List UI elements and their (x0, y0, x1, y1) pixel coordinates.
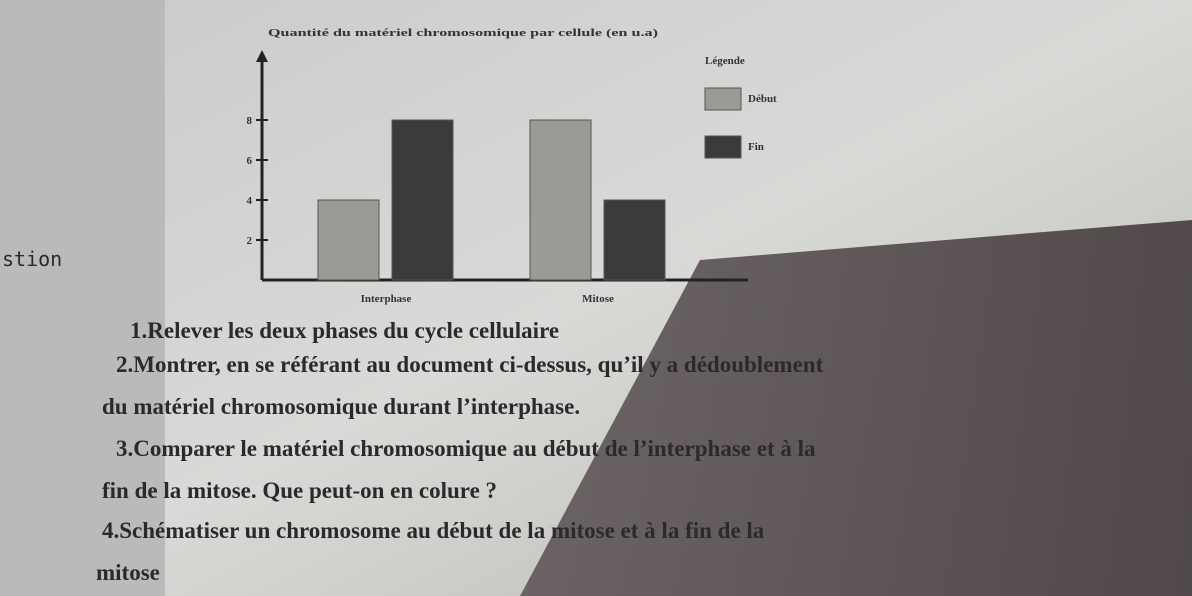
y-tick-label: 2 (247, 235, 253, 247)
legend-swatch (704, 87, 742, 111)
x-tick-label: Interphase (361, 293, 412, 305)
question-line: mitose (96, 560, 160, 585)
chart-title: Quantité du matériel chromosomique par c… (268, 27, 658, 39)
bar (317, 199, 380, 281)
bar (529, 119, 592, 281)
shadow (520, 220, 1192, 596)
y-tick-label: 4 (247, 195, 253, 207)
margin-text: stion (2, 247, 62, 271)
question-line: 1.Relever les deux phases du cycle cellu… (130, 318, 559, 343)
legend-label: Début (748, 93, 777, 105)
question-line: 4.Schématiser un chromosome au début de … (102, 518, 765, 543)
bar (391, 119, 454, 281)
legend-title: Légende (705, 55, 745, 67)
questions: 1.Relever les deux phases du cycle cellu… (96, 318, 824, 585)
question-line: 3.Comparer le matériel chromosomique au … (116, 436, 816, 461)
bar (603, 199, 666, 281)
question-line: du matériel chromosomique durant l’inter… (102, 394, 580, 419)
axis-arrow (256, 50, 268, 62)
question-line: 2.Montrer, en se référant au document ci… (116, 352, 824, 377)
legend-swatch (704, 135, 742, 159)
x-tick-label: Mitose (582, 293, 614, 305)
legend-label: Fin (748, 141, 764, 153)
question-line: fin de la mitose. Que peut-on en colure … (102, 478, 497, 503)
y-tick-label: 6 (247, 155, 253, 167)
y-tick-label: 8 (247, 115, 253, 127)
chart: Quantité du matériel chromosomique par c… (247, 27, 778, 305)
left-page (0, 0, 165, 596)
